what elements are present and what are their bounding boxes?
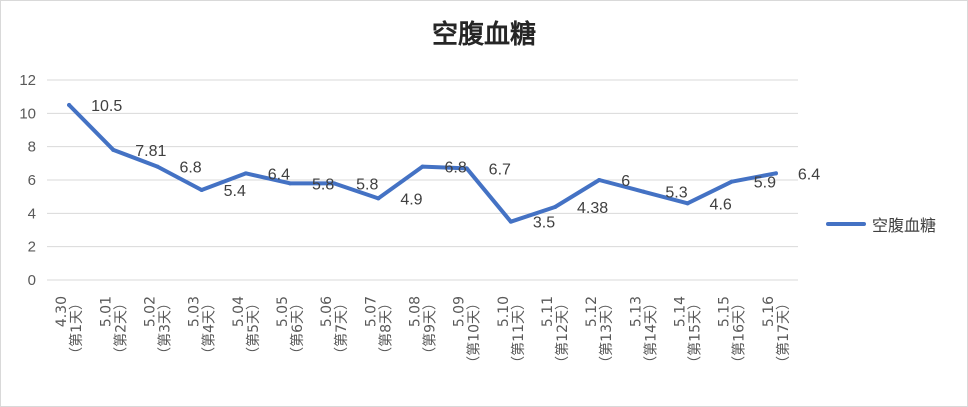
- data-point: [243, 171, 248, 176]
- svg-text:5.13（第14天）: 5.13（第14天）: [628, 296, 659, 370]
- svg-text:5.14（第15天）: 5.14（第15天）: [673, 296, 704, 370]
- x-tick-label: 5.02（第3天）: [142, 296, 173, 361]
- data-label: 6.4: [798, 166, 820, 183]
- x-tick-label: 5.04（第5天）: [231, 296, 262, 361]
- x-tick-label: 4.30（第1天）: [54, 296, 85, 361]
- y-tick-label: 4: [28, 205, 36, 222]
- svg-text:5.07（第8天）: 5.07（第8天）: [363, 296, 394, 361]
- x-tick-label: 5.10（第11天）: [496, 296, 527, 370]
- data-label: 7.81: [135, 143, 166, 160]
- data-label: 5.4: [224, 183, 246, 200]
- x-tick-label: 5.11（第12天）: [540, 296, 571, 370]
- data-label: 4.6: [710, 196, 732, 213]
- y-tick-label: 12: [19, 72, 36, 89]
- data-point: [773, 171, 778, 176]
- data-point: [641, 189, 646, 194]
- x-tick-label: 5.09（第10天）: [452, 296, 483, 370]
- legend: 空腹血糖: [826, 212, 936, 236]
- legend-label: 空腹血糖: [872, 216, 937, 235]
- data-point: [287, 181, 292, 186]
- y-tick-label: 6: [28, 172, 36, 189]
- data-point: [67, 103, 72, 107]
- svg-text:5.02（第3天）: 5.02（第3天）: [142, 296, 173, 361]
- data-label: 5.8: [312, 176, 334, 193]
- svg-text:5.12（第13天）: 5.12（第13天）: [584, 296, 615, 370]
- data-label: 6.8: [445, 160, 467, 177]
- x-tick-label: 5.07（第8天）: [363, 296, 394, 361]
- data-label: 6.8: [179, 160, 201, 177]
- x-tick-label: 5.16（第17天）: [761, 296, 792, 370]
- svg-text:5.11（第12天）: 5.11（第12天）: [540, 296, 571, 370]
- svg-text:5.03（第4天）: 5.03（第4天）: [187, 296, 218, 361]
- y-tick-label: 0: [28, 272, 36, 289]
- svg-text:5.16（第17天）: 5.16（第17天）: [761, 296, 792, 370]
- x-tick-label: 5.08（第9天）: [408, 296, 439, 361]
- chart-title: 空腹血糖: [431, 20, 536, 50]
- svg-text:5.05（第6天）: 5.05（第6天）: [275, 296, 306, 361]
- data-point: [376, 196, 381, 201]
- svg-text:5.01（第2天）: 5.01（第2天）: [98, 296, 129, 361]
- data-label: 3.5: [533, 215, 555, 232]
- data-point: [111, 147, 116, 152]
- x-tick-label: 5.14（第15天）: [673, 296, 704, 370]
- x-tick-label: 5.05（第6天）: [275, 296, 306, 361]
- data-point: [199, 188, 204, 192]
- x-tick-label: 5.03（第4天）: [187, 296, 218, 361]
- data-point: [420, 164, 425, 169]
- x-tick-label: 5.15（第16天）: [717, 296, 748, 370]
- data-label: 5.3: [665, 185, 687, 202]
- data-label: 6.7: [489, 161, 511, 178]
- svg-text:5.09（第10天）: 5.09（第10天）: [452, 296, 483, 370]
- x-tick-label: 5.12（第13天）: [584, 296, 615, 370]
- svg-text:5.06（第7天）: 5.06（第7天）: [319, 296, 350, 361]
- data-label: 5.9: [754, 175, 776, 192]
- data-point: [332, 181, 337, 186]
- data-point: [464, 166, 469, 171]
- data-point: [508, 219, 513, 224]
- x-tick-label: 5.01（第2天）: [98, 296, 129, 361]
- x-tick-label: 5.06（第7天）: [319, 296, 350, 361]
- svg-text:5.15（第16天）: 5.15（第16天）: [717, 296, 748, 370]
- svg-text:4.30（第1天）: 4.30（第1天）: [54, 296, 85, 361]
- data-point: [553, 205, 558, 209]
- y-tick-label: 2: [28, 239, 36, 256]
- data-point: [597, 178, 602, 182]
- x-tick-label: 5.13（第14天）: [628, 296, 659, 370]
- data-label: 4.38: [577, 200, 608, 217]
- svg-text:5.10（第11天）: 5.10（第11天）: [496, 296, 527, 370]
- data-label: 6.4: [268, 166, 290, 183]
- data-point: [155, 164, 160, 169]
- svg-text:5.04（第5天）: 5.04（第5天）: [231, 296, 262, 361]
- data-label: 10.5: [91, 98, 122, 115]
- data-label: 6: [621, 173, 630, 190]
- legend-swatch: [826, 222, 866, 226]
- data-label: 5.8: [356, 176, 378, 193]
- data-label: 4.9: [400, 191, 422, 208]
- y-tick-label: 10: [19, 105, 36, 122]
- data-point: [685, 201, 690, 206]
- svg-text:5.08（第9天）: 5.08（第9天）: [408, 296, 439, 361]
- data-point: [729, 179, 734, 184]
- y-tick-label: 8: [28, 139, 36, 156]
